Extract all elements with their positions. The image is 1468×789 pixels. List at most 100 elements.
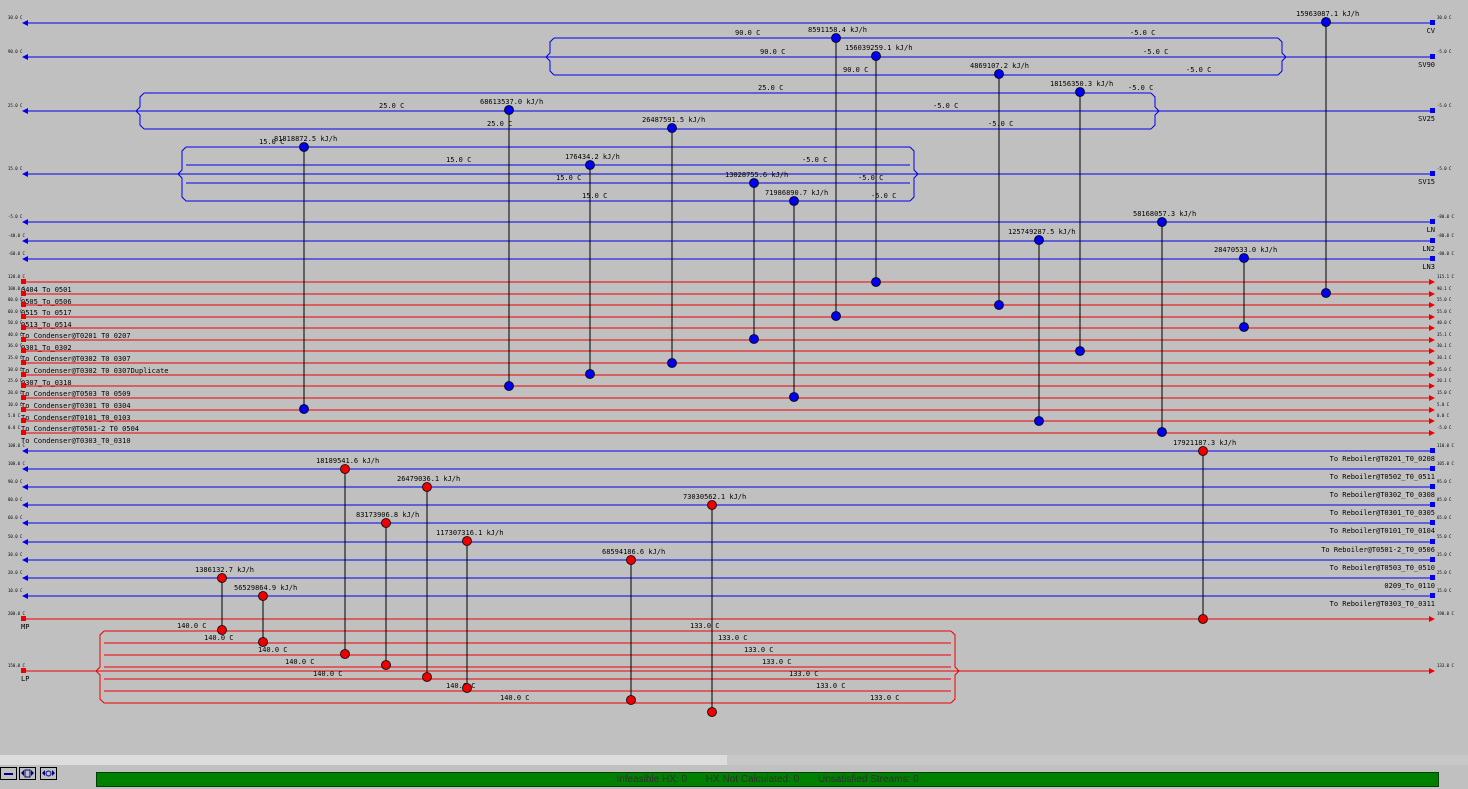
- stream-h10-source-marker[interactable]: [21, 383, 26, 388]
- heat-exchanger-16-node-bottom[interactable]: [340, 649, 350, 659]
- heat-exchanger-15-node-bottom[interactable]: [1198, 614, 1208, 624]
- stream-cv-temp-right: 30.0 C: [1437, 15, 1452, 20]
- heat-exchanger-7-node-bottom[interactable]: [667, 358, 677, 368]
- stream-sv15-temp-right: -5.0 C: [1437, 166, 1452, 171]
- heat-exchanger-14-node-bottom[interactable]: [1239, 322, 1249, 332]
- heat-exchanger-2-node-bottom[interactable]: [831, 311, 841, 321]
- stream-c5-source-marker[interactable]: [1430, 520, 1435, 525]
- heat-exchanger-18-node-top[interactable]: [707, 500, 717, 510]
- heat-exchanger-16-node-top[interactable]: [340, 464, 350, 474]
- stream-c3-source-marker[interactable]: [1430, 484, 1435, 489]
- heat-exchanger-1-node-top[interactable]: [1321, 17, 1331, 27]
- heat-exchanger-13-node-top[interactable]: [1034, 235, 1044, 245]
- heat-exchanger-2-node-top[interactable]: [831, 33, 841, 43]
- stream-lp-name: LP: [21, 675, 29, 683]
- heat-exchanger-17-node-bottom[interactable]: [422, 672, 432, 682]
- heat-exchanger-6-node-top[interactable]: [504, 105, 514, 115]
- zoom-reset-icon[interactable]: [40, 767, 57, 780]
- stream-h2-source-marker[interactable]: [21, 291, 26, 296]
- heat-exchanger-19-duty-label: 83173906.8 kJ/h: [356, 511, 419, 519]
- grid-diagram-canvas[interactable]: 30.0 C 30.0 C CV 90.0 C -5.0 C SV90 25.0 C -5.0…: [0, 0, 1468, 755]
- heat-exchanger-5-node-top[interactable]: [1075, 87, 1085, 97]
- heat-exchanger-10-node-bottom[interactable]: [749, 334, 759, 344]
- stream-h12-source-marker[interactable]: [21, 407, 26, 412]
- stream-h4-temp-left: 60.0 C: [8, 309, 23, 314]
- heat-exchanger-8-node-bottom[interactable]: [299, 404, 309, 414]
- zoom-out-icon[interactable]: [0, 767, 17, 780]
- stream-c7-source-marker[interactable]: [1430, 557, 1435, 562]
- stream-ln3-source-marker[interactable]: [1430, 256, 1435, 261]
- stream-h8-source-marker[interactable]: [21, 360, 26, 365]
- heat-exchanger-19-node-bottom[interactable]: [381, 660, 391, 670]
- stream-c1-source-marker[interactable]: [1430, 448, 1435, 453]
- heat-exchanger-8-node-top[interactable]: [299, 142, 309, 152]
- heat-exchanger-20-node-top[interactable]: [462, 536, 472, 546]
- heat-exchanger-3-node-top[interactable]: [871, 51, 881, 61]
- stream-sv25-source-marker[interactable]: [1430, 108, 1435, 113]
- heat-exchanger-23-node-top[interactable]: [258, 591, 268, 601]
- stream-h13-source-marker[interactable]: [21, 418, 26, 423]
- heat-exchanger-4-node-bottom[interactable]: [994, 300, 1004, 310]
- stream-mp-source-marker[interactable]: [21, 616, 26, 621]
- stream-h4-source-marker[interactable]: [21, 314, 26, 319]
- stream-c2-temp-left: 100.0 C: [8, 461, 25, 466]
- split-sv15-branch-temp-in: 15.0 C: [446, 156, 471, 164]
- heat-exchanger-6-node-bottom[interactable]: [504, 381, 514, 391]
- stream-h10-name: To Condenser@T0503_T0_0509: [21, 390, 131, 398]
- stream-c7-temp-left: 30.0 C: [8, 552, 23, 557]
- stream-c9-source-marker[interactable]: [1430, 593, 1435, 598]
- stream-h14-source-marker[interactable]: [21, 430, 26, 435]
- stream-ln-source-marker[interactable]: [1430, 219, 1435, 224]
- heat-exchanger-10-node-top[interactable]: [749, 178, 759, 188]
- heat-exchanger-12-node-top[interactable]: [1157, 217, 1167, 227]
- stream-h1-source-marker[interactable]: [21, 279, 26, 284]
- stream-c8-source-marker[interactable]: [1430, 575, 1435, 580]
- heat-exchanger-11-node-bottom[interactable]: [789, 392, 799, 402]
- heat-exchanger-21-node-top[interactable]: [626, 555, 636, 565]
- stream-c4-source-marker[interactable]: [1430, 502, 1435, 507]
- heat-exchanger-18-duty-label: 73030562.1 kJ/h: [683, 493, 746, 501]
- stream-cv-source-marker[interactable]: [1430, 20, 1435, 25]
- heat-exchanger-1-node-bottom[interactable]: [1321, 288, 1331, 298]
- stream-sv15-source-marker[interactable]: [1430, 171, 1435, 176]
- stream-mp-temp-left: 200.0 C: [8, 611, 25, 616]
- stream-lp-source-marker[interactable]: [21, 668, 26, 673]
- stream-h13-temp-right: 0.0 C: [1437, 413, 1450, 418]
- heat-exchanger-5-node-bottom[interactable]: [1075, 346, 1085, 356]
- heat-exchanger-18-node-bottom[interactable]: [707, 707, 717, 717]
- stream-h6-source-marker[interactable]: [21, 337, 26, 342]
- stream-h5-source-marker[interactable]: [21, 325, 26, 330]
- heat-exchanger-3-node-bottom[interactable]: [871, 277, 881, 287]
- heat-exchanger-5-duty-label: 18156350.3 kJ/h: [1050, 80, 1113, 88]
- stream-h9-source-marker[interactable]: [21, 372, 26, 377]
- stream-ln2-source-marker[interactable]: [1430, 238, 1435, 243]
- heat-exchanger-20-node-bottom[interactable]: [462, 683, 472, 693]
- heat-exchanger-15-node-top[interactable]: [1198, 446, 1208, 456]
- stream-c2-source-marker[interactable]: [1430, 466, 1435, 471]
- heat-exchanger-13-node-bottom[interactable]: [1034, 416, 1044, 426]
- heat-exchanger-22-node-top[interactable]: [217, 573, 227, 583]
- scrollbar-thumb[interactable]: [0, 755, 727, 765]
- heat-exchanger-17-node-top[interactable]: [422, 482, 432, 492]
- heat-exchanger-7-node-top[interactable]: [667, 123, 677, 133]
- heat-exchanger-9-node-top[interactable]: [585, 160, 595, 170]
- horizontal-scrollbar[interactable]: [0, 755, 1468, 765]
- heat-exchanger-14-node-top[interactable]: [1239, 253, 1249, 263]
- heat-exchanger-11-node-top[interactable]: [789, 196, 799, 206]
- heat-exchanger-4-node-top[interactable]: [994, 69, 1004, 79]
- stream-h3-source-marker[interactable]: [21, 302, 26, 307]
- heat-exchanger-22-node-bottom[interactable]: [217, 625, 227, 635]
- heat-exchanger-23-node-bottom[interactable]: [258, 637, 268, 647]
- stream-sv25-temp-left: 25.0 C: [8, 103, 23, 108]
- heat-exchanger-9-node-bottom[interactable]: [585, 369, 595, 379]
- heat-exchanger-21-node-bottom[interactable]: [626, 695, 636, 705]
- stream-sv90-source-marker[interactable]: [1430, 54, 1435, 59]
- stream-c6-source-marker[interactable]: [1430, 539, 1435, 544]
- heat-exchanger-12-node-bottom[interactable]: [1157, 427, 1167, 437]
- stream-h11-source-marker[interactable]: [21, 395, 26, 400]
- heat-exchanger-19-node-top[interactable]: [381, 518, 391, 528]
- stream-ln3-temp-left: -60.0 C: [8, 251, 25, 256]
- zoom-fit-icon[interactable]: [19, 767, 36, 780]
- stream-h7-source-marker[interactable]: [21, 348, 26, 353]
- unsatisfied-streams-count: Unsatisfied Streams: 0: [817, 774, 919, 785]
